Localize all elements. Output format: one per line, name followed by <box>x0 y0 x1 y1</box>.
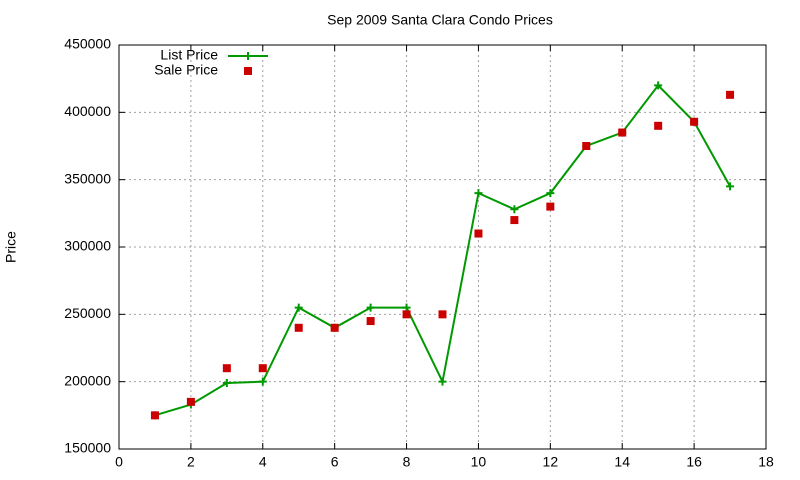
point <box>546 189 555 198</box>
point <box>654 121 663 130</box>
y-tick-label: 450000 <box>64 36 111 52</box>
legend-label: Sale Price <box>154 62 218 78</box>
x-tick-label: 14 <box>614 454 630 470</box>
point <box>726 182 735 191</box>
point <box>330 323 339 332</box>
y-axis-label: Price <box>3 231 19 263</box>
point <box>582 142 591 150</box>
x-tick-label: 4 <box>259 454 267 470</box>
legend-marker <box>244 52 252 60</box>
point <box>402 303 411 312</box>
point <box>546 202 555 211</box>
point <box>258 364 267 373</box>
x-tick-label: 18 <box>758 454 774 470</box>
x-tick-label: 6 <box>331 454 339 470</box>
legend-label: List Price <box>160 47 218 63</box>
point <box>618 128 627 137</box>
point <box>294 303 303 312</box>
x-tick-label: 0 <box>115 454 123 470</box>
point <box>222 364 231 373</box>
point <box>366 317 375 326</box>
point <box>438 377 447 386</box>
plot-frame <box>118 44 767 450</box>
point <box>222 379 231 388</box>
y-tick-label: 150000 <box>64 440 111 456</box>
x-tick-label: 16 <box>686 454 702 470</box>
point <box>294 323 303 332</box>
point <box>510 205 519 214</box>
y-tick-label: 350000 <box>64 170 111 186</box>
x-tick-label: 12 <box>543 454 559 470</box>
point <box>510 216 519 225</box>
x-tick-label: 2 <box>187 454 195 470</box>
series-line <box>154 83 731 417</box>
point <box>186 397 195 406</box>
y-tick-label: 300000 <box>64 238 111 254</box>
point <box>474 229 483 238</box>
y-tick-label: 200000 <box>64 372 111 388</box>
point <box>258 377 267 386</box>
x-tick-label: 8 <box>403 454 411 470</box>
y-tick-label: 400000 <box>64 103 111 119</box>
point <box>726 90 735 99</box>
chart-title: Sep 2009 Santa Clara Condo Prices <box>327 12 553 28</box>
point <box>366 303 375 312</box>
legend-marker <box>244 67 252 75</box>
point <box>150 411 159 420</box>
point <box>402 310 411 319</box>
point <box>654 81 663 90</box>
y-tick-label: 250000 <box>64 305 111 321</box>
point <box>690 117 699 126</box>
point <box>438 310 447 319</box>
x-tick-label: 10 <box>471 454 487 470</box>
point <box>474 189 483 198</box>
